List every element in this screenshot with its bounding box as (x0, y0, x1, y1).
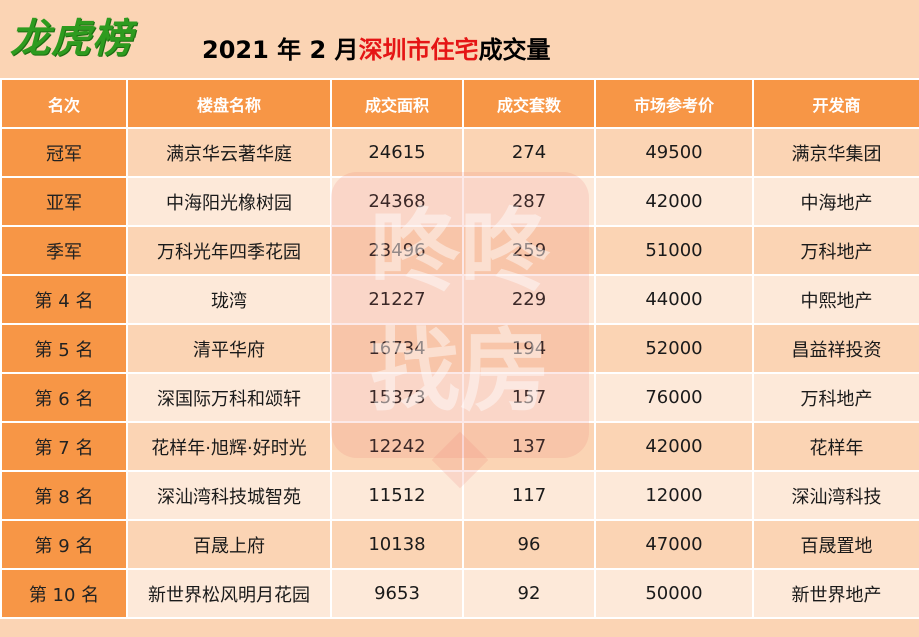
cell-rank: 第 8 名 (0, 470, 128, 521)
title-highlight: 深圳市住宅 (358, 36, 479, 64)
page-title: 2021 年 2 月深圳市住宅成交量 (202, 30, 551, 65)
cell-developer: 新世界地产 (752, 568, 919, 619)
cell-price: 52000 (594, 323, 754, 374)
cell-units: 92 (462, 568, 596, 619)
title-bar: 龙虎榜 2021 年 2 月深圳市住宅成交量 (0, 0, 919, 78)
cell-price: 42000 (594, 421, 754, 472)
cell-project-name: 花样年·旭辉·好时光 (126, 421, 332, 472)
logo: 龙虎榜 (10, 15, 133, 62)
cell-developer: 满京华集团 (752, 127, 919, 178)
cell-rank: 第 4 名 (0, 274, 128, 325)
cell-rank: 第 5 名 (0, 323, 128, 374)
cell-units: 194 (462, 323, 596, 374)
table-row: 第 10 名 新世界松风明月花园 9653 92 50000 新世界地产 (0, 568, 919, 619)
sales-ranking-table: 名次 楼盘名称 成交面积 成交套数 市场参考价 开发商 冠军 满京华云著华庭 2… (0, 78, 919, 619)
cell-area: 21227 (330, 274, 464, 325)
cell-developer: 花样年 (752, 421, 919, 472)
table-row: 季军 万科光年四季花园 23496 259 51000 万科地产 (0, 225, 919, 276)
cell-price: 12000 (594, 470, 754, 521)
header-price: 市场参考价 (594, 78, 754, 129)
table-row: 第 9 名 百晟上府 10138 96 47000 百晟置地 (0, 519, 919, 570)
cell-area: 12242 (330, 421, 464, 472)
cell-area: 24615 (330, 127, 464, 178)
title-prefix: 2021 年 2 月 (202, 36, 359, 64)
table-row: 第 4 名 珑湾 21227 229 44000 中熙地产 (0, 274, 919, 325)
header-rank: 名次 (0, 78, 128, 129)
table-row: 第 5 名 清平华府 16734 194 52000 昌益祥投资 (0, 323, 919, 374)
cell-units: 96 (462, 519, 596, 570)
cell-project-name: 深国际万科和颂轩 (126, 372, 332, 423)
cell-project-name: 百晟上府 (126, 519, 332, 570)
cell-price: 49500 (594, 127, 754, 178)
cell-area: 24368 (330, 176, 464, 227)
cell-developer: 中熙地产 (752, 274, 919, 325)
cell-rank: 季军 (0, 225, 128, 276)
cell-project-name: 珑湾 (126, 274, 332, 325)
cell-developer: 中海地产 (752, 176, 919, 227)
header-units: 成交套数 (462, 78, 596, 129)
cell-area: 11512 (330, 470, 464, 521)
cell-units: 287 (462, 176, 596, 227)
cell-units: 137 (462, 421, 596, 472)
cell-area: 15373 (330, 372, 464, 423)
cell-project-name: 万科光年四季花园 (126, 225, 332, 276)
table-row: 第 6 名 深国际万科和颂轩 15373 157 76000 万科地产 (0, 372, 919, 423)
cell-price: 51000 (594, 225, 754, 276)
cell-price: 47000 (594, 519, 754, 570)
cell-project-name: 深汕湾科技城智苑 (126, 470, 332, 521)
table-row: 第 7 名 花样年·旭辉·好时光 12242 137 42000 花样年 (0, 421, 919, 472)
cell-area: 9653 (330, 568, 464, 619)
title-suffix: 成交量 (478, 36, 551, 64)
cell-price: 50000 (594, 568, 754, 619)
table-row: 冠军 满京华云著华庭 24615 274 49500 满京华集团 (0, 127, 919, 178)
cell-units: 229 (462, 274, 596, 325)
cell-developer: 深汕湾科技 (752, 470, 919, 521)
cell-developer: 百晟置地 (752, 519, 919, 570)
cell-price: 42000 (594, 176, 754, 227)
cell-developer: 昌益祥投资 (752, 323, 919, 374)
cell-rank: 第 6 名 (0, 372, 128, 423)
cell-rank: 第 10 名 (0, 568, 128, 619)
cell-units: 157 (462, 372, 596, 423)
table-row: 亚军 中海阳光橡树园 24368 287 42000 中海地产 (0, 176, 919, 227)
cell-developer: 万科地产 (752, 225, 919, 276)
cell-area: 16734 (330, 323, 464, 374)
cell-price: 76000 (594, 372, 754, 423)
table-header-row: 名次 楼盘名称 成交面积 成交套数 市场参考价 开发商 (0, 78, 919, 129)
cell-rank: 冠军 (0, 127, 128, 178)
cell-rank: 第 9 名 (0, 519, 128, 570)
header-area: 成交面积 (330, 78, 464, 129)
cell-units: 259 (462, 225, 596, 276)
header-project-name: 楼盘名称 (126, 78, 332, 129)
cell-project-name: 中海阳光橡树园 (126, 176, 332, 227)
cell-project-name: 新世界松风明月花园 (126, 568, 332, 619)
cell-units: 274 (462, 127, 596, 178)
cell-developer: 万科地产 (752, 372, 919, 423)
cell-project-name: 清平华府 (126, 323, 332, 374)
cell-project-name: 满京华云著华庭 (126, 127, 332, 178)
table-row: 第 8 名 深汕湾科技城智苑 11512 117 12000 深汕湾科技 (0, 470, 919, 521)
header-developer: 开发商 (752, 78, 919, 129)
cell-units: 117 (462, 470, 596, 521)
cell-rank: 亚军 (0, 176, 128, 227)
cell-rank: 第 7 名 (0, 421, 128, 472)
cell-area: 23496 (330, 225, 464, 276)
cell-area: 10138 (330, 519, 464, 570)
cell-price: 44000 (594, 274, 754, 325)
